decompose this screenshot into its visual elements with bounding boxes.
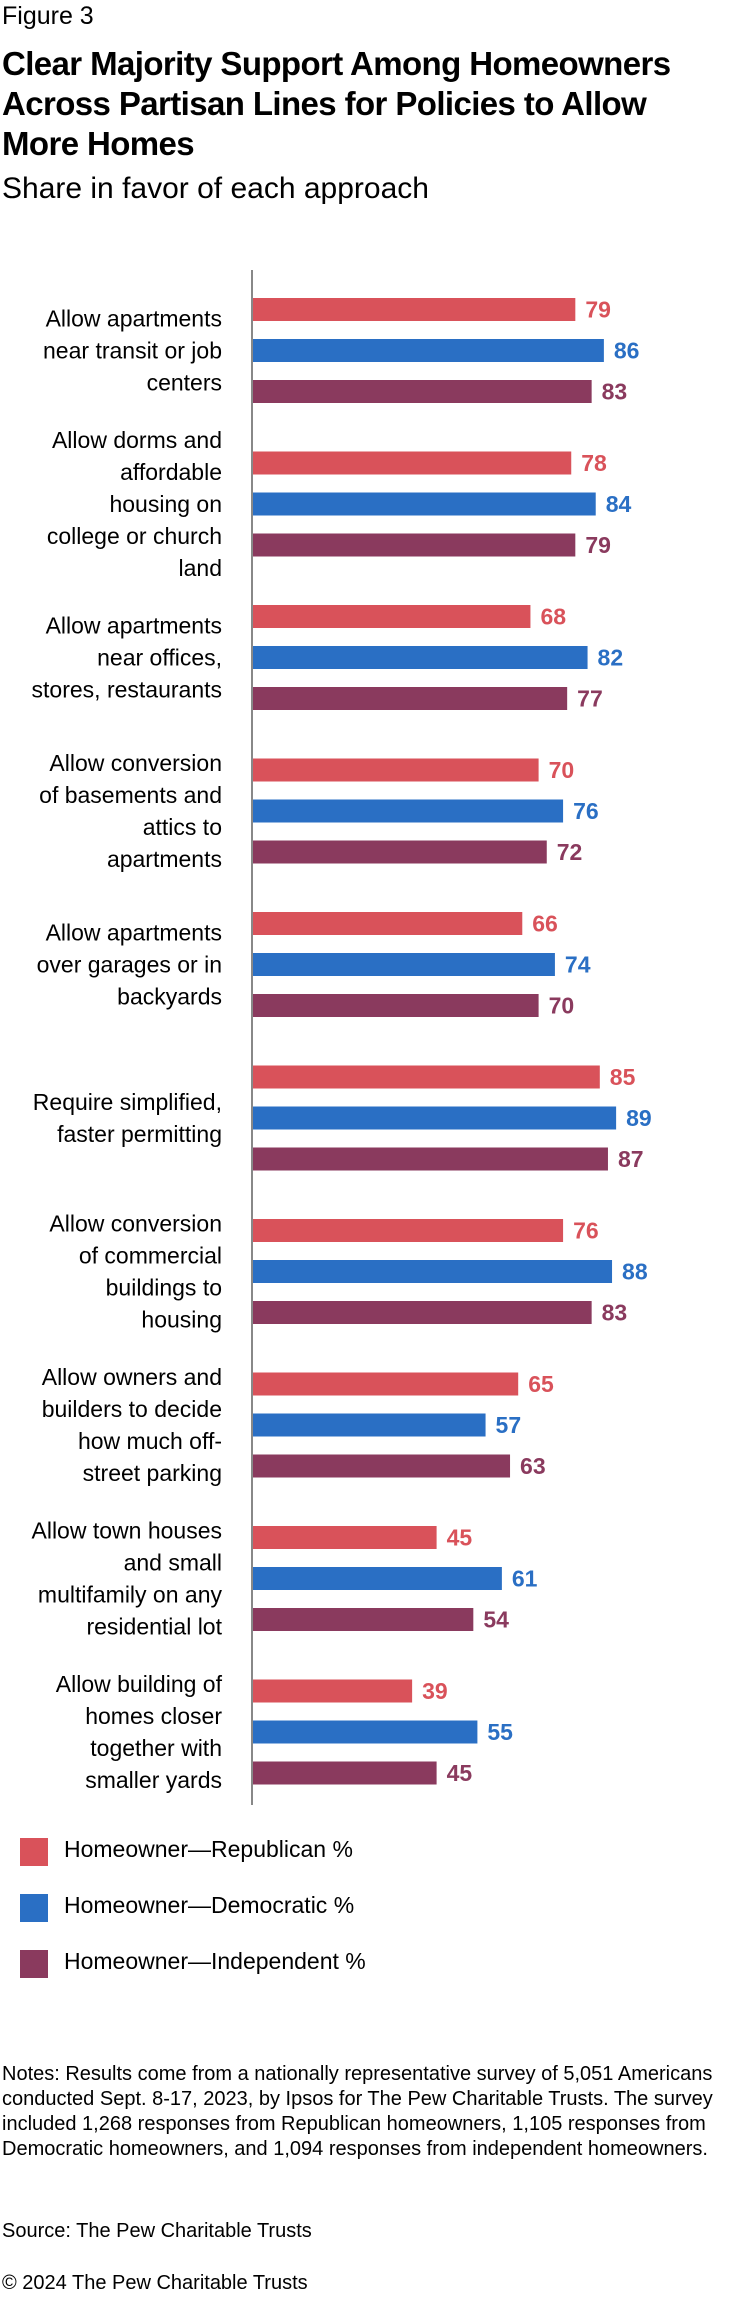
bar-republican <box>253 1679 413 1703</box>
legend-label-republican: Homeowner—Republican % <box>64 1836 353 1862</box>
bar-independent <box>253 380 592 403</box>
data-label-independent: 87 <box>618 1146 644 1172</box>
data-label-democratic: 55 <box>487 1719 513 1745</box>
data-label-republican: 66 <box>532 911 558 937</box>
data-label-independent: 45 <box>447 1760 473 1786</box>
bar-democratic <box>253 1413 486 1437</box>
category-label: Allow conversion of commercial buildings t… <box>49 1211 222 1333</box>
bar-independent <box>253 840 547 864</box>
data-label-republican: 85 <box>610 1064 636 1090</box>
bar-independent <box>253 1608 474 1631</box>
category-label: Allow owners and builders to decide how mu… <box>42 1364 222 1486</box>
bar-democratic <box>253 1567 502 1590</box>
bar-democratic <box>253 646 588 669</box>
legend-swatch-independent <box>20 1950 48 1978</box>
data-label-independent: 63 <box>520 1453 546 1479</box>
data-label-democratic: 74 <box>565 952 591 978</box>
source-note: Source: The Pew Charitable Trusts <box>2 2220 312 2242</box>
category-label: Allow dorms and affordable housing on colle… <box>47 427 222 581</box>
data-label-republican: 45 <box>447 1525 473 1551</box>
category-label: Allow building of homes closer together wi… <box>56 1671 223 1793</box>
data-label-independent: 77 <box>577 686 603 712</box>
bar-democratic <box>253 953 555 976</box>
data-label-democratic: 88 <box>622 1259 648 1285</box>
data-label-republican: 78 <box>581 450 607 476</box>
bar-democratic <box>253 799 564 823</box>
bar-independent <box>253 687 568 710</box>
data-label-democratic: 86 <box>614 338 640 364</box>
copyright: © 2024 The Pew Charitable Trusts <box>2 2272 308 2294</box>
category-label: Allow town houses and small multifamily on… <box>32 1518 223 1640</box>
category-label: Allow apartments near transit or job cente… <box>43 306 222 396</box>
bar-republican <box>253 912 523 935</box>
data-label-democratic: 61 <box>512 1566 538 1592</box>
bar-republican <box>253 605 531 628</box>
legend-swatch-republican <box>20 1838 48 1866</box>
data-label-republican: 68 <box>540 604 566 630</box>
bar-independent <box>253 1761 437 1785</box>
bar-republican <box>253 758 539 782</box>
bar-democratic <box>253 1106 617 1130</box>
data-label-independent: 72 <box>557 839 583 865</box>
category-label: Allow apartments over garages or in backya… <box>37 920 222 1010</box>
bar-republican <box>253 1372 519 1396</box>
bar-democratic <box>253 339 604 362</box>
bar-democratic <box>253 1260 613 1283</box>
data-label-democratic: 82 <box>598 645 624 671</box>
data-label-republican: 76 <box>573 1218 599 1244</box>
bar-democratic <box>253 492 596 516</box>
data-label-republican: 79 <box>585 297 611 323</box>
bar-republican <box>253 298 576 321</box>
data-label-republican: 39 <box>422 1678 448 1704</box>
data-label-republican: 70 <box>549 757 575 783</box>
figure-label: Figure 3 <box>2 2 94 30</box>
data-label-independent: 83 <box>602 1300 628 1326</box>
data-label-independent: 79 <box>585 532 611 558</box>
legend-swatch-democratic <box>20 1894 48 1922</box>
bar-democratic <box>253 1720 478 1744</box>
bar-chart: Allow apartments near transit or job cente… <box>32 270 652 1805</box>
chart-title: Clear Majority Support Among Homeowners … <box>2 45 671 162</box>
data-label-independent: 83 <box>602 379 628 405</box>
category-label: Allow conversion of basements and attics t… <box>39 750 222 872</box>
data-label-independent: 54 <box>483 1607 509 1633</box>
data-label-democratic: 84 <box>606 491 632 517</box>
bar-independent <box>253 1147 608 1171</box>
data-label-democratic: 76 <box>573 798 599 824</box>
notes: Notes: Results come from a nationally re… <box>2 2063 713 2160</box>
bar-independent <box>253 1454 511 1478</box>
data-label-democratic: 89 <box>626 1105 652 1131</box>
legend-label-independent: Homeowner—Independent % <box>64 1948 366 1974</box>
bar-independent <box>253 994 539 1017</box>
bar-independent <box>253 1301 592 1324</box>
data-label-republican: 65 <box>528 1371 554 1397</box>
data-label-independent: 70 <box>549 993 575 1019</box>
bar-republican <box>253 1065 600 1089</box>
chart-subtitle: Share in favor of each approach <box>2 172 429 205</box>
bar-republican <box>253 1219 564 1242</box>
data-label-democratic: 57 <box>496 1412 522 1438</box>
category-label: Allow apartments near offices, stores, res… <box>32 613 222 703</box>
bar-independent <box>253 533 576 557</box>
category-label: Require simplified, faster permitting <box>33 1089 222 1147</box>
legend-label-democratic: Homeowner—Democratic % <box>64 1892 355 1918</box>
bar-republican <box>253 451 572 475</box>
bar-republican <box>253 1526 437 1549</box>
